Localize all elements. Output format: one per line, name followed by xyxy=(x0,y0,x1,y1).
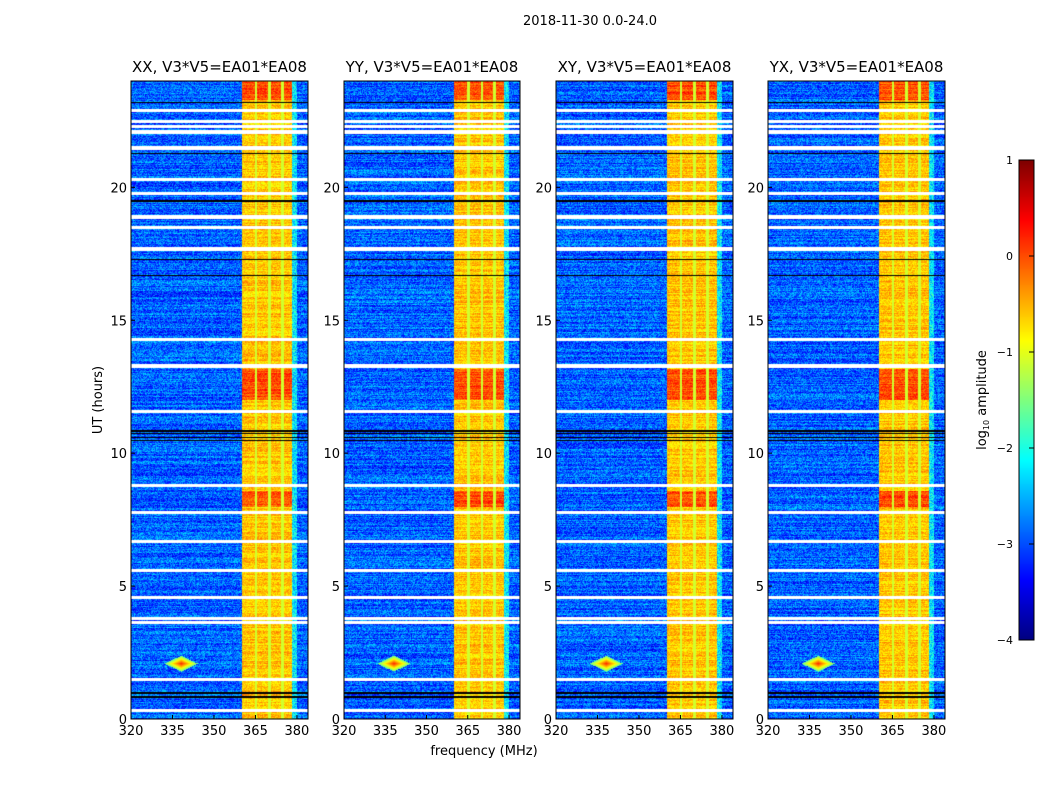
colorbar-tick-label: −2 xyxy=(997,442,1013,455)
y-tick-label: 15 xyxy=(535,314,552,329)
panel-title-yx: YX, V3*V5=EA01*EA08 xyxy=(769,58,944,76)
panel-frame xyxy=(555,80,734,720)
colorbar-label-part: amplitude xyxy=(975,350,990,420)
x-axis-label: frequency (MHz) xyxy=(430,744,537,759)
y-tick-label: 10 xyxy=(747,447,764,462)
y-tick-label: 15 xyxy=(323,314,340,329)
y-tick-label: 20 xyxy=(110,181,127,196)
waterfall-image-xx xyxy=(131,81,308,719)
y-tick-label: 15 xyxy=(747,314,764,329)
colorbar-tick-label: 1 xyxy=(1006,154,1013,167)
y-tick-label: 20 xyxy=(535,181,552,196)
y-axis-label: UT (hours) xyxy=(91,366,106,434)
colorbar-label-part: 10 xyxy=(982,420,991,430)
panel-title-xx: XX, V3*V5=EA01*EA08 xyxy=(132,58,307,76)
colorbar-label: log10 amplitude xyxy=(975,350,991,450)
y-tick-label: 10 xyxy=(535,447,552,462)
panel-frame xyxy=(343,80,521,720)
figure-title: 2018-11-30 0.0-24.0 xyxy=(523,14,657,29)
x-tick-label: 335 xyxy=(373,724,398,739)
waterfall-image-yx xyxy=(768,81,945,719)
x-tick-label: 380 xyxy=(922,724,947,739)
y-tick-label: 5 xyxy=(332,580,340,595)
x-tick-label: 320 xyxy=(332,724,357,739)
y-tick-label: 20 xyxy=(747,181,764,196)
x-tick-label: 380 xyxy=(497,724,522,739)
colorbar-tick-label: −1 xyxy=(997,346,1013,359)
x-tick-label: 320 xyxy=(544,724,569,739)
x-tick-label: 335 xyxy=(585,724,610,739)
x-tick-label: 350 xyxy=(839,724,864,739)
colorbar-gradient xyxy=(1019,160,1034,640)
colorbar-tick-label: −4 xyxy=(997,634,1013,647)
x-tick-label: 365 xyxy=(880,724,905,739)
y-tick-label: 0 xyxy=(756,713,764,728)
x-tick-label: 380 xyxy=(710,724,735,739)
x-tick-label: 365 xyxy=(455,724,480,739)
x-tick-label: 350 xyxy=(414,724,439,739)
colorbar-tick-label: 0 xyxy=(1006,250,1013,263)
x-tick-label: 320 xyxy=(119,724,144,739)
y-tick-label: 15 xyxy=(110,314,127,329)
panel-title-yy: YY, V3*V5=EA01*EA08 xyxy=(345,58,519,76)
waterfall-image-yy xyxy=(344,81,520,719)
colorbar-frame xyxy=(1018,159,1035,641)
waterfall-image-xy xyxy=(556,81,733,719)
y-tick-label: 0 xyxy=(332,713,340,728)
y-tick-label: 10 xyxy=(110,447,127,462)
y-tick-label: 0 xyxy=(544,713,552,728)
y-tick-label: 0 xyxy=(119,713,127,728)
y-tick-label: 10 xyxy=(323,447,340,462)
y-tick-label: 20 xyxy=(323,181,340,196)
x-tick-label: 335 xyxy=(797,724,822,739)
x-tick-label: 365 xyxy=(243,724,268,739)
y-tick-label: 5 xyxy=(756,580,764,595)
x-tick-label: 350 xyxy=(627,724,652,739)
panel-frame xyxy=(767,80,946,720)
x-tick-label: 380 xyxy=(285,724,310,739)
panel-title-xy: XY, V3*V5=EA01*EA08 xyxy=(557,58,732,76)
colorbar-tick-label: −3 xyxy=(997,538,1013,551)
panel-frame xyxy=(130,80,309,720)
x-tick-label: 335 xyxy=(160,724,185,739)
y-tick-label: 5 xyxy=(119,580,127,595)
x-tick-label: 350 xyxy=(202,724,227,739)
x-tick-label: 320 xyxy=(756,724,781,739)
colorbar-label-part: log xyxy=(975,430,990,450)
y-tick-label: 5 xyxy=(544,580,552,595)
x-tick-label: 365 xyxy=(668,724,693,739)
